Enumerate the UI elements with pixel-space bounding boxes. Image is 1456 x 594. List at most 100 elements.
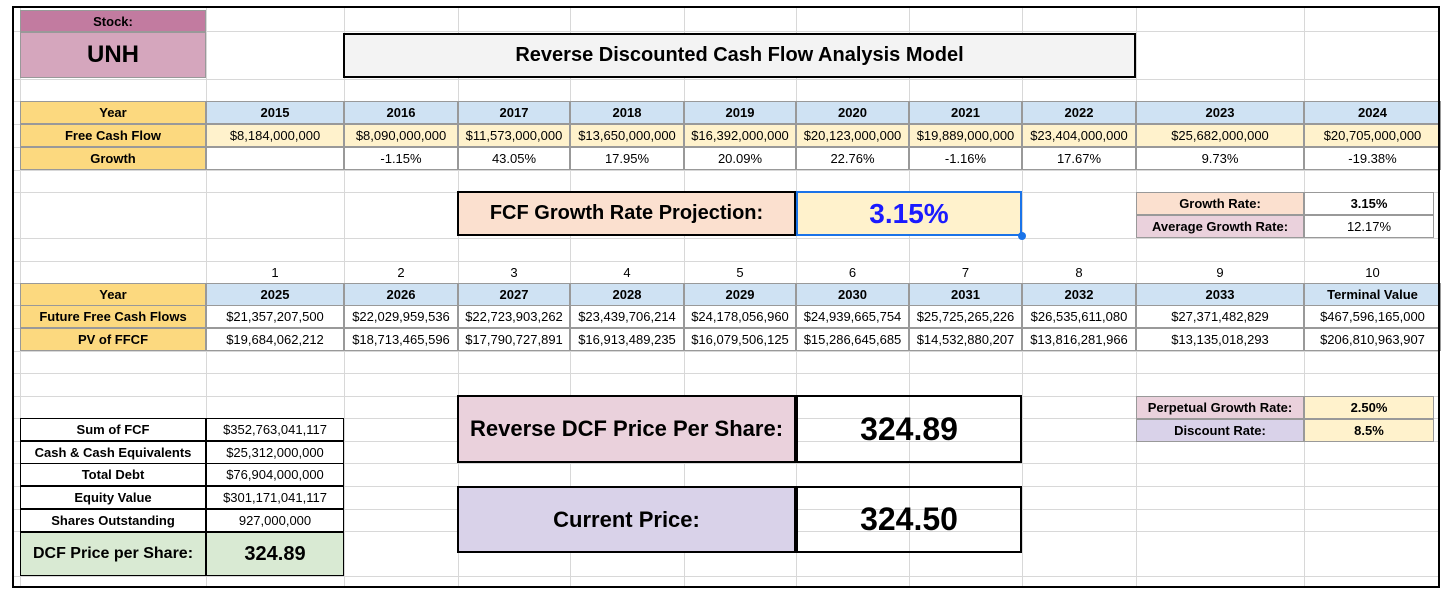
history-year: 2019 — [684, 101, 796, 124]
history-year: 2018 — [570, 101, 684, 124]
future-pv-cell[interactable]: $16,079,506,125 — [684, 328, 796, 351]
future-pv-cell[interactable]: $17,790,727,891 — [458, 328, 570, 351]
history-fcf-cell[interactable]: $19,889,000,000 — [909, 124, 1022, 147]
future-pv-cell[interactable]: $14,532,880,207 — [909, 328, 1022, 351]
history-fcf-cell[interactable]: $11,573,000,000 — [458, 124, 570, 147]
reverse-dcf-value[interactable]: 324.89 — [796, 395, 1022, 463]
history-fcf-cell[interactable]: $13,650,000,000 — [570, 124, 684, 147]
grid-row-line — [14, 79, 1440, 80]
future-pv-cell[interactable]: $15,286,645,685 — [796, 328, 909, 351]
summary-value[interactable]: $301,171,041,117 — [206, 486, 344, 509]
current-price-label: Current Price: — [457, 486, 796, 553]
history-fcf-cell[interactable]: $23,404,000,000 — [1022, 124, 1136, 147]
period-number: 2 — [397, 264, 405, 280]
period-number: 9 — [1216, 264, 1224, 280]
history-growth-cell[interactable]: 17.67% — [1022, 147, 1136, 170]
perpetual-growth-value[interactable]: 2.50% — [1304, 396, 1434, 419]
grid-row-line — [14, 373, 1440, 374]
period-number: 7 — [961, 264, 970, 280]
future-row-label: Year — [20, 283, 206, 306]
history-growth-cell[interactable]: 17.95% — [570, 147, 684, 170]
page-title: Reverse Discounted Cash Flow Analysis Mo… — [343, 33, 1136, 78]
future-ffcf-cell[interactable]: $24,178,056,960 — [684, 305, 796, 328]
future-year: 2032 — [1022, 283, 1136, 306]
history-growth-cell[interactable]: -19.38% — [1304, 147, 1441, 170]
future-ffcf-cell[interactable]: $23,439,706,214 — [570, 305, 684, 328]
future-ffcf-cell[interactable]: $26,535,611,080 — [1022, 305, 1136, 328]
history-growth-cell[interactable] — [206, 147, 344, 170]
future-year: 2031 — [909, 283, 1022, 306]
history-row-label: Year — [20, 101, 206, 124]
future-row-label: Future Free Cash Flows — [20, 305, 206, 328]
period-number: 8 — [1075, 264, 1083, 280]
grid-row-line — [14, 31, 1440, 32]
future-pv-cell[interactable]: $19,684,062,212 — [206, 328, 344, 351]
grid-row-line — [14, 463, 1440, 464]
future-year: Terminal Value — [1304, 283, 1441, 306]
future-year: 2033 — [1136, 283, 1304, 306]
avg-growth-value[interactable]: 12.17% — [1304, 215, 1434, 238]
history-growth-cell[interactable]: 43.05% — [458, 147, 570, 170]
history-year: 2020 — [796, 101, 909, 124]
future-pv-cell[interactable]: $13,816,281,966 — [1022, 328, 1136, 351]
history-fcf-cell[interactable]: $8,090,000,000 — [344, 124, 458, 147]
reverse-dcf-label: Reverse DCF Price Per Share: — [457, 395, 796, 463]
history-fcf-cell[interactable]: $16,392,000,000 — [684, 124, 796, 147]
projection-value[interactable]: 3.15% — [796, 191, 1022, 236]
period-number: 3 — [510, 264, 518, 280]
summary-value[interactable]: $76,904,000,000 — [206, 463, 344, 486]
history-row-label: Free Cash Flow — [20, 124, 206, 147]
history-fcf-cell[interactable]: $8,184,000,000 — [206, 124, 344, 147]
future-ffcf-cell[interactable]: $21,357,207,500 — [206, 305, 344, 328]
history-fcf-cell[interactable]: $20,123,000,000 — [796, 124, 909, 147]
period-number: 6 — [848, 264, 857, 280]
fill-handle[interactable] — [1018, 232, 1026, 240]
grid-row-line — [14, 170, 1440, 171]
summary-value[interactable]: $25,312,000,000 — [206, 441, 344, 464]
future-pv-cell[interactable]: $16,913,489,235 — [570, 328, 684, 351]
history-growth-cell[interactable]: -1.15% — [344, 147, 458, 170]
stock-label: Stock: — [20, 10, 206, 32]
future-pv-cell[interactable]: $206,810,963,907 — [1304, 328, 1441, 351]
history-growth-cell[interactable]: 9.73% — [1136, 147, 1304, 170]
dcf-price-value[interactable]: 324.89 — [206, 532, 344, 576]
period-number: 10 — [1365, 264, 1380, 280]
dcf-price-label: DCF Price per Share: — [20, 532, 206, 576]
history-row-label: Growth — [20, 147, 206, 170]
current-price-value[interactable]: 324.50 — [796, 486, 1022, 553]
growth-rate-value[interactable]: 3.15% — [1304, 192, 1434, 215]
grid-row-line — [14, 576, 1440, 577]
future-year: 2028 — [570, 283, 684, 306]
discount-rate-label: Discount Rate: — [1136, 419, 1304, 442]
future-year: 2027 — [458, 283, 570, 306]
future-ffcf-cell[interactable]: $467,596,165,000 — [1304, 305, 1441, 328]
summary-value[interactable]: 927,000,000 — [206, 509, 344, 532]
grid-row-line — [14, 351, 1440, 352]
history-fcf-cell[interactable]: $25,682,000,000 — [1136, 124, 1304, 147]
summary-label: Total Debt — [20, 463, 206, 486]
period-number: 5 — [736, 264, 744, 280]
history-growth-cell[interactable]: 22.76% — [796, 147, 909, 170]
summary-value[interactable]: $352,763,041,117 — [206, 418, 344, 441]
stock-ticker[interactable]: UNH — [20, 32, 206, 78]
future-pv-cell[interactable]: $13,135,018,293 — [1136, 328, 1304, 351]
future-year: 2030 — [796, 283, 909, 306]
history-year: 2023 — [1136, 101, 1304, 124]
discount-rate-value[interactable]: 8.5% — [1304, 419, 1434, 442]
history-fcf-cell[interactable]: $20,705,000,000 — [1304, 124, 1441, 147]
future-ffcf-cell[interactable]: $24,939,665,754 — [796, 305, 909, 328]
avg-growth-label: Average Growth Rate: — [1136, 215, 1304, 238]
summary-label: Shares Outstanding — [20, 509, 206, 532]
history-year: 2017 — [458, 101, 570, 124]
history-growth-cell[interactable]: -1.16% — [909, 147, 1022, 170]
history-year: 2022 — [1022, 101, 1136, 124]
projection-label: FCF Growth Rate Projection: — [457, 191, 796, 236]
growth-rate-label: Growth Rate: — [1136, 192, 1304, 215]
future-ffcf-cell[interactable]: $22,723,903,262 — [458, 305, 570, 328]
future-ffcf-cell[interactable]: $27,371,482,829 — [1136, 305, 1304, 328]
future-ffcf-cell[interactable]: $25,725,265,226 — [909, 305, 1022, 328]
history-growth-cell[interactable]: 20.09% — [684, 147, 796, 170]
future-ffcf-cell[interactable]: $22,029,959,536 — [344, 305, 458, 328]
future-pv-cell[interactable]: $18,713,465,596 — [344, 328, 458, 351]
